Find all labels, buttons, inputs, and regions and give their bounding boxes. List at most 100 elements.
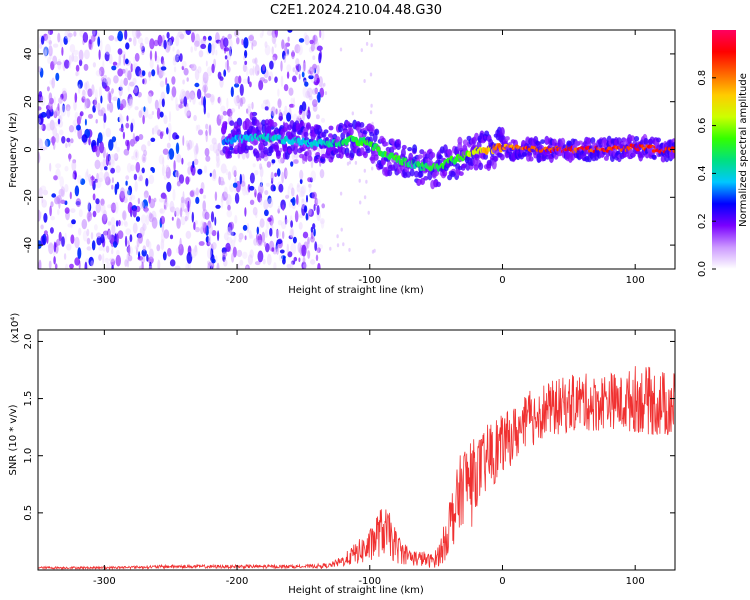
spectrogram-cell bbox=[194, 148, 198, 160]
spectrogram-cell bbox=[302, 109, 306, 122]
spectrogram-cell bbox=[149, 38, 155, 50]
spectrogram-cell bbox=[149, 50, 153, 61]
spectrogram-cell bbox=[231, 165, 238, 176]
spectrogram-cell bbox=[41, 199, 47, 208]
spectrogram-cell bbox=[110, 203, 116, 211]
spectrogram-cell bbox=[50, 216, 55, 221]
spectrogram-cell bbox=[127, 98, 132, 111]
spectrogram-cell bbox=[279, 249, 285, 254]
spectrogram-cell bbox=[38, 138, 43, 150]
spectrogram-cell bbox=[275, 108, 278, 115]
spectrogram-cell bbox=[75, 64, 80, 72]
spectrogram-cell bbox=[292, 67, 296, 73]
spectrogram-cell bbox=[207, 234, 212, 246]
spectrogram-cell bbox=[417, 154, 423, 160]
spectrogram-cell bbox=[183, 67, 189, 76]
spectrogram-cell bbox=[205, 93, 212, 98]
spectrogram-cell bbox=[82, 32, 89, 43]
spectrogram-cell bbox=[68, 153, 71, 162]
spectrogram-cell bbox=[95, 179, 102, 189]
spectrogram-cell bbox=[275, 150, 281, 157]
spectrogram-cell bbox=[191, 211, 194, 223]
spectrogram-cell bbox=[282, 231, 285, 239]
spectrogram-cell bbox=[92, 145, 98, 153]
spectrogram-cell bbox=[210, 211, 215, 223]
spectrogram-cell bbox=[109, 159, 115, 168]
spectrogram-cell bbox=[242, 224, 248, 231]
spectrogram-cell bbox=[283, 84, 289, 92]
spectrogram-cell bbox=[166, 142, 171, 149]
spectrogram-cell bbox=[271, 159, 276, 164]
spectrogram-cell bbox=[111, 249, 114, 255]
spectrogram-cell bbox=[297, 242, 302, 253]
spectrogram-cell bbox=[46, 233, 49, 244]
spectrogram-cell bbox=[277, 88, 280, 97]
spectrogram-cell bbox=[126, 139, 130, 151]
spectrogram-cell bbox=[223, 186, 228, 198]
spectrogram-cell bbox=[244, 235, 247, 241]
spectrogram-cell bbox=[94, 97, 98, 109]
spectrogram-cell bbox=[264, 229, 268, 238]
spectrogram-cell bbox=[52, 126, 58, 137]
spectrogram-cell bbox=[284, 214, 287, 225]
spectrogram-cell bbox=[395, 143, 401, 151]
spectrogram-cell bbox=[408, 152, 414, 162]
spectrogram-cell bbox=[194, 220, 198, 225]
spectrogram-cell bbox=[303, 32, 308, 40]
spectrogram-cell bbox=[223, 259, 228, 267]
spectrogram-cell bbox=[81, 134, 88, 143]
spectrogram-cell bbox=[283, 167, 288, 180]
spectrogram-cell bbox=[56, 61, 62, 66]
spectrogram-cell bbox=[202, 71, 209, 84]
spectrogram-cell bbox=[132, 88, 138, 95]
spectrogram-cell bbox=[224, 55, 228, 60]
spectrogram-cell bbox=[303, 77, 307, 83]
spectrogram-cell bbox=[210, 43, 216, 56]
spectrogram-cell bbox=[133, 56, 136, 68]
spectrogram-cell bbox=[144, 205, 148, 214]
spectrogram-cell bbox=[261, 30, 264, 37]
spectrogram-cell bbox=[211, 172, 217, 182]
spectrogram-cell bbox=[348, 123, 354, 128]
spectrogram-cell bbox=[193, 158, 199, 165]
spectrogram-cell bbox=[371, 166, 374, 171]
spectrogram-cell bbox=[200, 38, 207, 45]
spectrogram-cell bbox=[547, 144, 553, 150]
spectrogram-x-label: Height of straight line (km) bbox=[288, 285, 424, 296]
spectrogram-cell bbox=[371, 121, 374, 126]
spectrogram-cell bbox=[273, 185, 276, 192]
spectrogram-cell bbox=[338, 122, 344, 129]
spectrogram-cell bbox=[242, 185, 247, 196]
spectrogram-cell bbox=[38, 153, 41, 164]
spectrogram-cell bbox=[671, 142, 675, 147]
spectrogram-cell bbox=[77, 84, 81, 94]
colorbar-tick-label: 0.4 bbox=[697, 165, 708, 181]
spectrogram-cell bbox=[194, 82, 200, 88]
spectrogram-cell bbox=[147, 92, 153, 104]
spectrogram-cell bbox=[94, 224, 98, 231]
spectrogram-cell bbox=[328, 125, 334, 131]
spectrogram-cell bbox=[221, 125, 227, 135]
spectrogram-cell bbox=[197, 129, 204, 136]
spectrogram-cell bbox=[111, 88, 114, 94]
spectrogram-ridge bbox=[670, 146, 675, 150]
spectrogram-cell bbox=[40, 211, 43, 218]
spectrogram-cell bbox=[289, 103, 295, 108]
spectrogram-cell bbox=[81, 219, 88, 230]
spectrogram-cell bbox=[67, 32, 73, 38]
spectrogram-cell bbox=[249, 249, 254, 259]
spectrogram-cell bbox=[154, 99, 159, 110]
spectrogram-cell bbox=[336, 243, 340, 248]
spectrogram-cell bbox=[128, 81, 135, 87]
spectrogram-cell bbox=[280, 157, 285, 164]
spectrogram-cell bbox=[210, 95, 215, 106]
spectrogram-cell bbox=[307, 177, 312, 183]
spectrogram-cell bbox=[292, 75, 297, 83]
spectrogram-cell bbox=[478, 162, 484, 171]
spectrogram-cell bbox=[138, 134, 144, 140]
spectrogram-cell bbox=[111, 65, 117, 71]
spectrogram-cell bbox=[194, 69, 200, 81]
spectrogram-cell bbox=[195, 196, 200, 204]
spectrogram-cell bbox=[61, 136, 66, 144]
